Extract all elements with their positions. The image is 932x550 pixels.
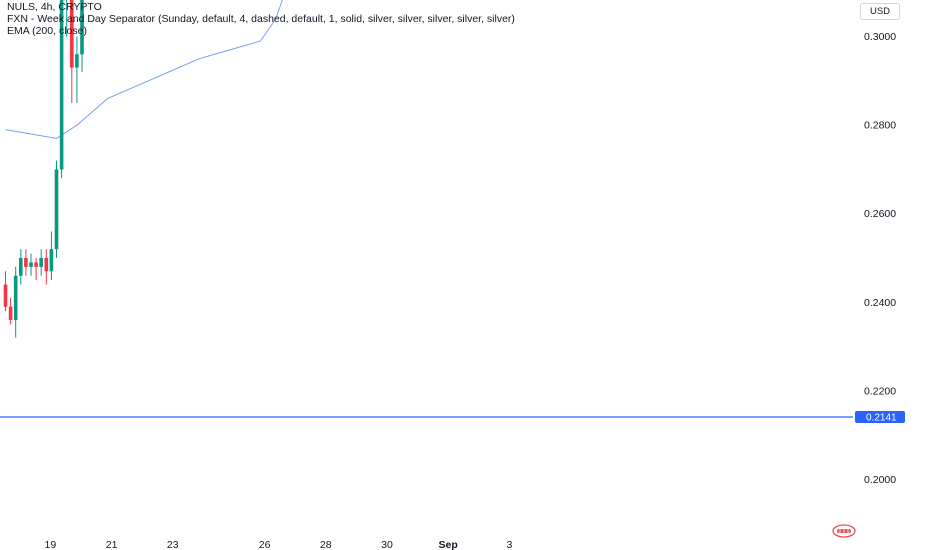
time-tick-label: 19 (45, 539, 57, 550)
candle-body (24, 258, 28, 267)
candle-body (8, 306, 13, 320)
candle-body (3, 284, 8, 307)
price-tick-label: 0.3000 (864, 31, 896, 43)
ema-200-line (5, 0, 283, 139)
time-tick-label: 21 (106, 539, 118, 550)
chart-legend: NULS, 4h, CRYPTO FXN - Week and Day Sepa… (7, 1, 515, 37)
candle-body (34, 262, 38, 267)
candle-body (19, 258, 23, 276)
price-axis-labels: 0.384003:25:330.2141 (855, 410, 905, 423)
day-separators (50, 0, 509, 536)
ema-line (5, 0, 283, 139)
time-tick-label: 3 (506, 539, 512, 550)
horizontal-lines[interactable] (0, 0, 853, 418)
candle-body (13, 275, 18, 320)
candle-body (59, 0, 64, 170)
currency-button[interactable]: USD (860, 3, 900, 20)
symbol-legend[interactable]: NULS, 4h, CRYPTO (7, 1, 102, 13)
price-tick-label: 0.2400 (864, 297, 896, 309)
price-tick-label: 0.2000 (864, 474, 896, 486)
ema-indicator-legend[interactable]: EMA (200, close) (7, 25, 87, 37)
time-axis[interactable]: 19 21 23 26 28 30 Sep 3 (45, 539, 513, 550)
candle-body (29, 262, 33, 267)
candle-body (80, 0, 84, 55)
price-tick-label: 0.2200 (864, 385, 896, 397)
separator-indicator-legend[interactable]: FXN - Week and Day Separator (Sunday, de… (7, 13, 515, 25)
time-tick-label: 30 (381, 539, 393, 550)
candlesticks (3, 0, 84, 338)
price-axis[interactable]: 0.3000 0.2800 0.2600 0.2400 0.2200 0.2000 (864, 31, 896, 486)
time-tick-label: 26 (259, 539, 271, 550)
line-price-label: 0.2141 (866, 412, 897, 423)
candle-body (75, 54, 79, 68)
time-tick-label: 23 (167, 539, 179, 550)
line-price-badge (855, 410, 905, 423)
tradingview-logo-icon (832, 524, 856, 538)
price-tick-label: 0.2600 (864, 208, 896, 220)
candle-body (44, 258, 49, 272)
candle-body (70, 0, 74, 68)
time-tick-label: 28 (320, 539, 332, 550)
candle-body (54, 169, 59, 250)
time-tick-label: Sep (439, 539, 458, 550)
candle-body (39, 258, 43, 267)
candle-body (49, 249, 54, 272)
price-tick-label: 0.2800 (864, 120, 896, 132)
